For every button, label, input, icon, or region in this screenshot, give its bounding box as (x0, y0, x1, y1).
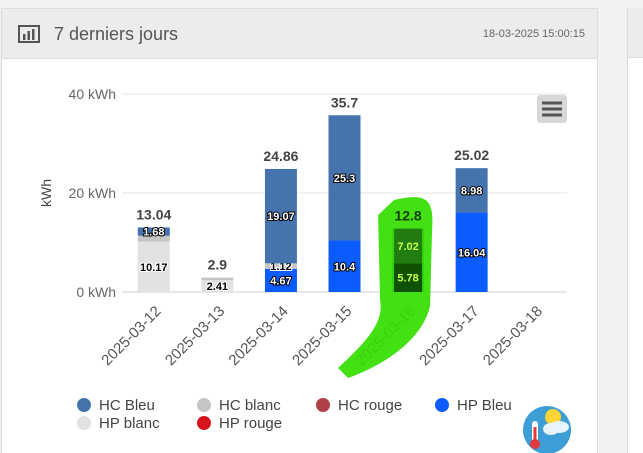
bar-chart-icon (18, 25, 40, 43)
energy-panel: 7 derniers jours 18-03-2025 15:00:15 (1, 8, 598, 453)
bar-segment (264, 263, 297, 269)
legend-marker (77, 398, 91, 412)
bar-segment (137, 241, 170, 292)
legend-marker (197, 398, 211, 412)
bar-segment-highlighted (394, 263, 423, 292)
bar-segment (201, 277, 234, 281)
legend-label: HP blanc (99, 415, 160, 432)
legend-marker (197, 416, 211, 430)
x-tick-label: 2025-03-18 (480, 303, 546, 369)
legend-label: HP Bleu (457, 397, 512, 414)
legend-marker (316, 398, 330, 412)
y-tick-label: 40 kWh (69, 86, 116, 102)
bar-segment-highlighted (394, 228, 423, 264)
weather-thermometer-icon[interactable] (521, 403, 573, 453)
panel-title: 7 derniers jours (54, 24, 179, 44)
hamburger-menu-icon (542, 107, 562, 111)
bar-data-label: 25.3 (334, 173, 355, 185)
panel-timestamp: 18-03-2025 15:00:15 (482, 28, 585, 40)
bar-segment (328, 240, 361, 292)
adjacent-panel (627, 8, 643, 453)
hamburger-menu-icon (542, 101, 562, 105)
bar-segment (264, 168, 297, 264)
bar-total-label: 24.86 (263, 148, 298, 164)
bar-total-label: 12.8 (394, 208, 421, 224)
adjacent-panel-header (627, 8, 643, 58)
legend-label: HC rouge (338, 397, 402, 414)
legend-label: HP rouge (219, 415, 282, 432)
bar-segment (328, 115, 361, 241)
bar-data-label: 8.98 (461, 185, 482, 197)
panel-header: 7 derniers jours 18-03-2025 15:00:15 (2, 9, 597, 59)
bar-total-label: 35.7 (331, 94, 358, 110)
x-tick-label: 2025-03-15 (289, 303, 355, 369)
bar-total-label: 25.02 (454, 147, 489, 163)
bar-data-label: 7.02 (397, 241, 418, 253)
legend-label: HC Bleu (99, 397, 155, 414)
bar-total-label: 2.9 (208, 257, 228, 273)
y-tick-label: 0 kWh (76, 284, 116, 300)
hamburger-menu-icon (542, 113, 562, 117)
legend-marker (77, 416, 91, 430)
bar-segment (137, 235, 170, 242)
bar-data-label: 1.68 (143, 227, 164, 239)
bar-segment (201, 280, 234, 292)
bar-segment (264, 268, 297, 292)
bar-data-label: 1.12 (270, 261, 291, 273)
legend-marker (435, 398, 449, 412)
legend-label: HC blanc (219, 397, 281, 414)
bar-data-label: 16.04 (458, 247, 486, 259)
bar-data-label: 10.4 (334, 261, 356, 273)
bar-data-label: 5.78 (397, 273, 418, 285)
x-tick-label: 2025-03-14 (225, 303, 291, 369)
y-tick-label: 20 kWh (69, 185, 116, 201)
bar-data-label: 10.17 (140, 262, 168, 274)
x-tick-label: 2025-03-13 (162, 303, 228, 369)
bar-data-label: 4.67 (270, 275, 291, 287)
y-axis-label: kWh (38, 179, 54, 207)
bar-total-label: 13.04 (136, 206, 171, 222)
bar-segment (455, 168, 488, 213)
x-tick-label: 2025-03-12 (98, 303, 164, 369)
bar-data-label: 2.41 (207, 281, 228, 293)
bar-segment (137, 227, 170, 236)
bar-data-label: 19.07 (267, 211, 295, 223)
bar-segment (455, 212, 488, 292)
